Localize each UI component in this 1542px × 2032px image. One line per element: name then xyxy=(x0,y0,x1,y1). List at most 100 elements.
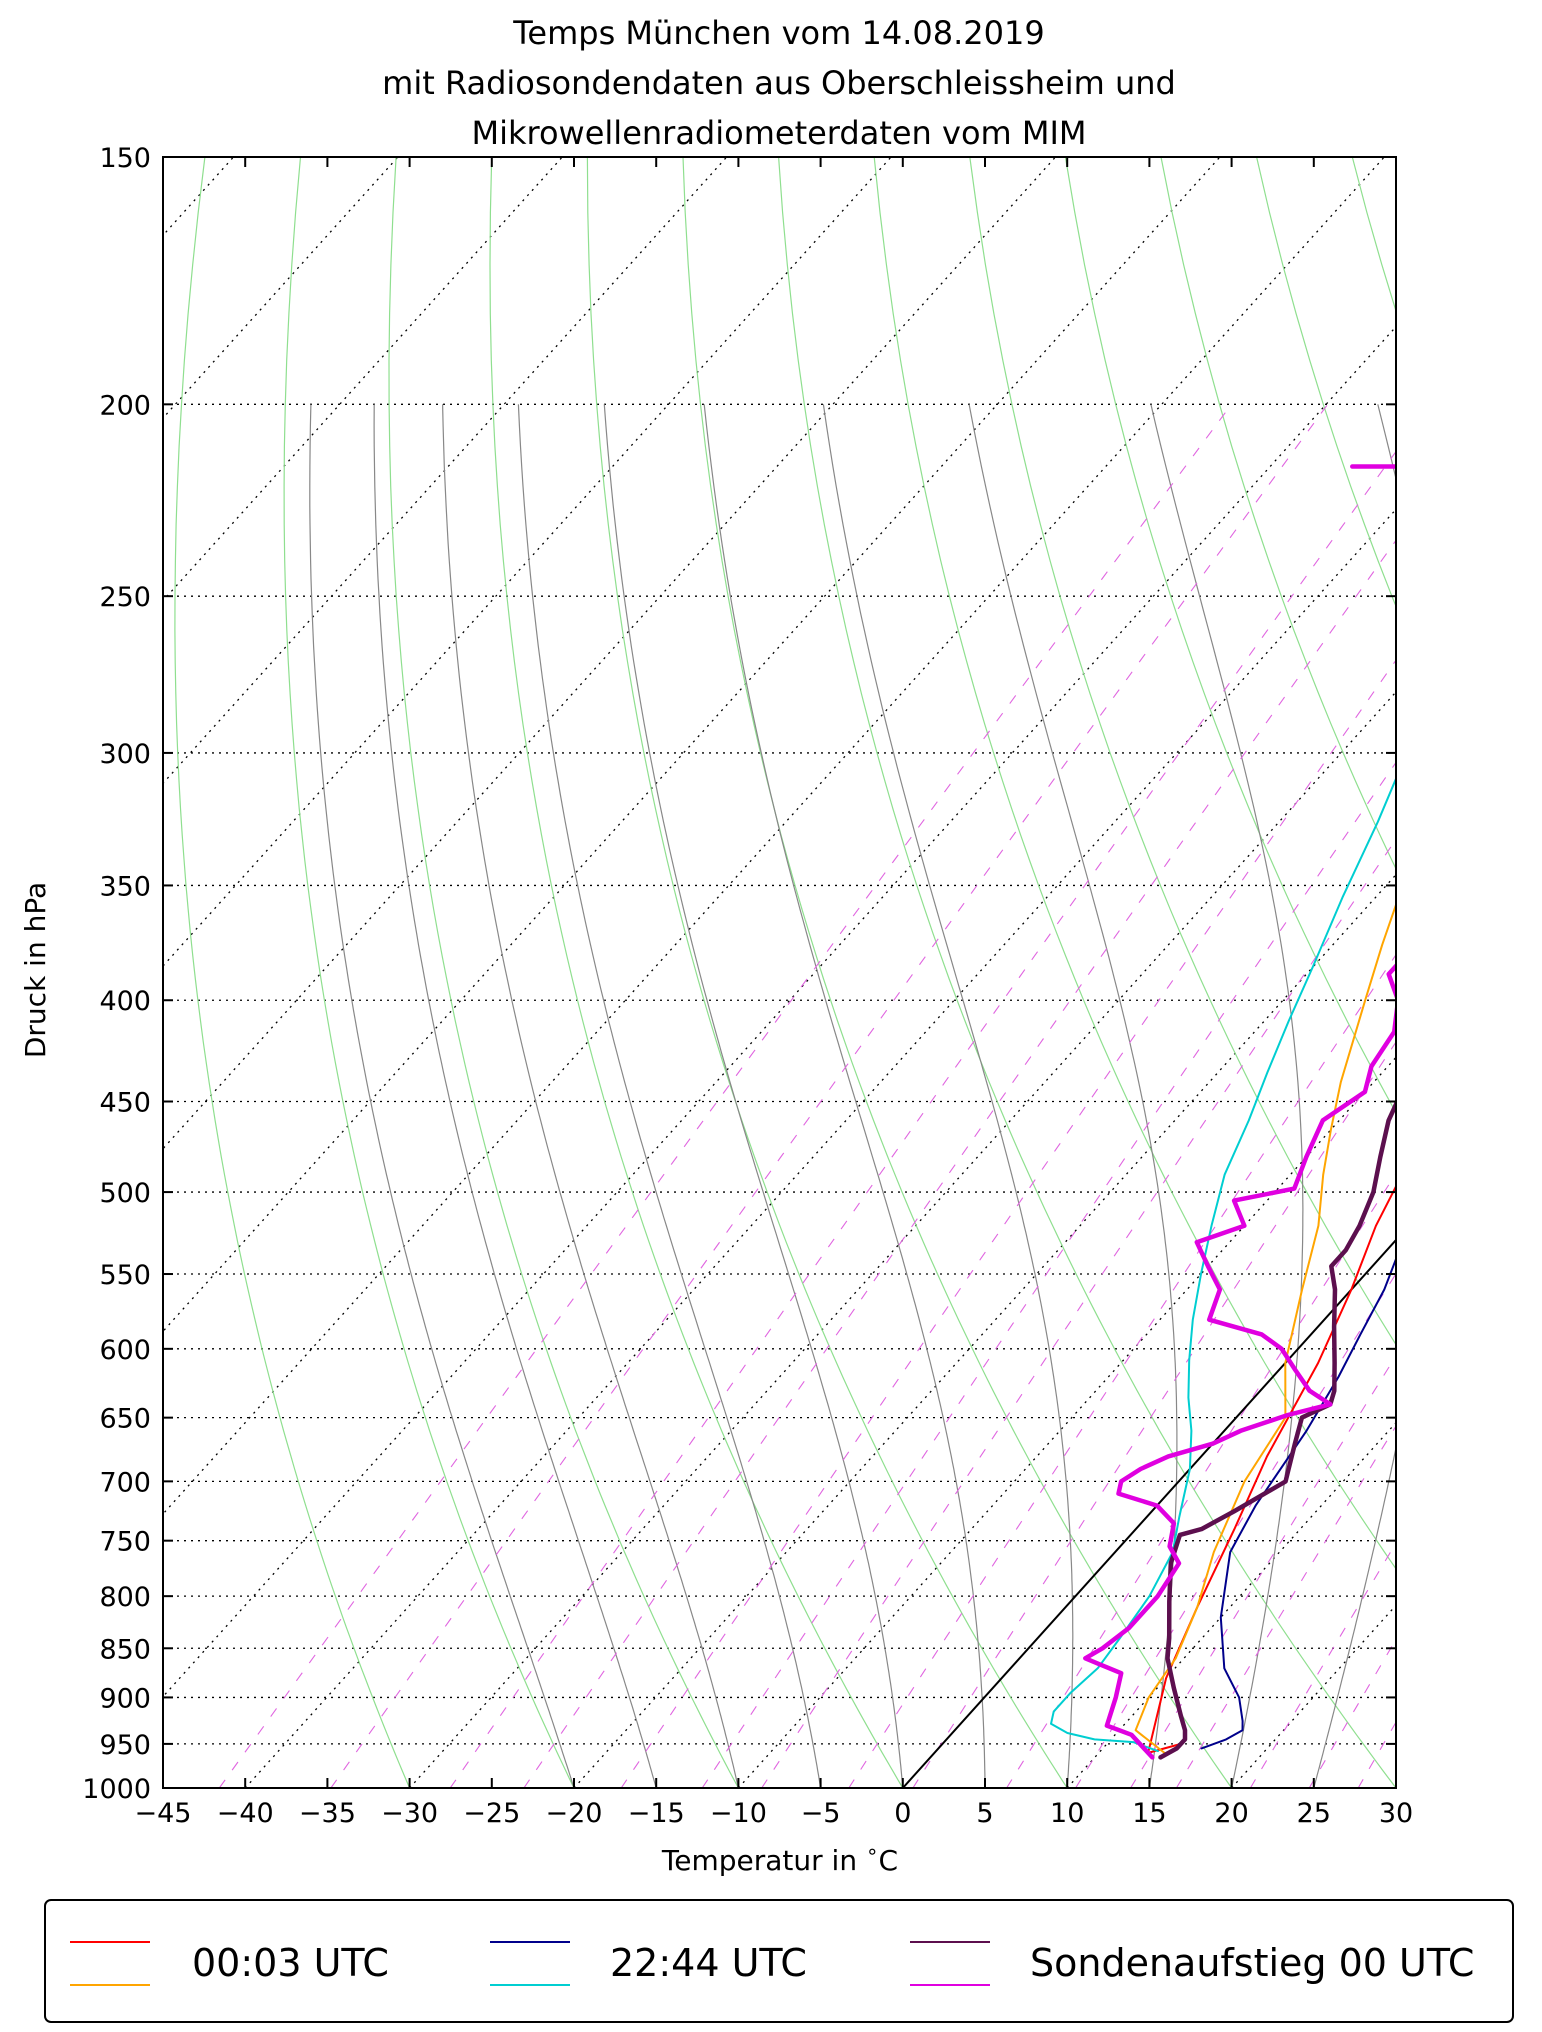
series-line-3 xyxy=(1200,1256,1396,1750)
mixing-ratio-line xyxy=(620,659,1396,1788)
background-lines xyxy=(163,157,1542,1788)
y-tick-label: 750 xyxy=(99,1527,151,1558)
moist-adiabat xyxy=(442,404,739,1788)
y-tick-label: 250 xyxy=(99,582,151,613)
x-tick-label: −20 xyxy=(546,1798,603,1829)
isotherm--80 xyxy=(163,157,1056,1150)
mixing-ratio-line xyxy=(1075,1272,1396,1788)
dry-adiabat xyxy=(682,157,1233,1788)
chart-title-line-1: Temps München vom 14.08.2019 xyxy=(512,14,1044,52)
chart-title-line-3: Mikrowellenradiometerdaten vom MIM xyxy=(471,114,1086,152)
isotherm-0 xyxy=(902,1239,1396,1788)
isotherm--110 xyxy=(163,157,563,602)
moist-adiabat xyxy=(968,404,1178,1788)
legend-entry-3: Sondenaufstieg 00 UTC xyxy=(910,1941,1474,1986)
x-tick-label: −35 xyxy=(299,1798,356,1829)
moist-adiabat xyxy=(603,404,904,1788)
isotherm--40 xyxy=(244,508,1396,1788)
mixing-ratio-line xyxy=(1006,1172,1396,1788)
isotherm--50 xyxy=(163,325,1396,1698)
moist-adiabat xyxy=(1313,404,1396,1788)
x-tick-label: −30 xyxy=(381,1798,438,1829)
series-line-4 xyxy=(1050,776,1396,1753)
moist-adiabat xyxy=(703,404,986,1788)
x-tick-label: 0 xyxy=(894,1798,911,1829)
dry-adiabat xyxy=(1160,157,1396,871)
mixing-ratio-line xyxy=(701,761,1396,1788)
mixing-ratio-line xyxy=(1400,404,1542,1788)
y-tick-label: 150 xyxy=(99,143,151,174)
mixing-ratio-line xyxy=(1470,404,1542,1788)
y-tick-label: 300 xyxy=(99,739,151,770)
legend-label-2: 22:44 UTC xyxy=(610,1941,807,1985)
dry-adiabat xyxy=(388,157,739,1788)
x-tick-label: −10 xyxy=(710,1798,767,1829)
legend-label-1: 00:03 UTC xyxy=(192,1941,389,1985)
dry-adiabat xyxy=(1448,157,1542,1788)
dry-adiabat xyxy=(489,157,904,1788)
mixing-ratio-line xyxy=(761,838,1396,1788)
isotherm--120 xyxy=(163,157,399,419)
mixing-ratio-line xyxy=(1130,1354,1396,1788)
isotherm--100 xyxy=(163,157,728,785)
y-tick-label: 700 xyxy=(99,1467,151,1498)
x-tick-label: −45 xyxy=(135,1798,192,1829)
isotherm-20 xyxy=(1231,1604,1396,1788)
mixing-ratio-line xyxy=(912,1041,1396,1788)
isotherm--90 xyxy=(163,157,892,967)
legend-entry-1: 00:03 UTC xyxy=(70,1941,389,1986)
y-tick-label: 200 xyxy=(99,390,151,421)
legend-box xyxy=(44,1899,1514,2023)
dry-adiabat xyxy=(283,157,575,1788)
x-tick-label: 25 xyxy=(1297,1798,1331,1829)
y-tick-label: 400 xyxy=(99,986,151,1017)
chart-title-line-2: mit Radiosondendaten aus Oberschleisshei… xyxy=(382,64,1176,102)
y-tick-label: 850 xyxy=(99,1634,151,1665)
series-line-2 xyxy=(1134,901,1396,1754)
y-tick-label: 1000 xyxy=(82,1774,151,1805)
mixing-ratio-line xyxy=(330,403,1329,1788)
mixing-ratio-line xyxy=(218,403,1232,1788)
isotherm--70 xyxy=(163,157,1221,1333)
x-tick-label: −15 xyxy=(628,1798,685,1829)
axis-ticks: −45 −40 −35 −30 −25 −20 −15 −10 −5 0 5 10 15 20 25 30 10… xyxy=(82,143,1413,1829)
legend: 00:03 UTC 22:44 UTC Sondenaufstieg 00 UT… xyxy=(44,1899,1514,2023)
y-tick-label: 950 xyxy=(99,1730,151,1761)
x-axis-label: Temperatur in ∘C xyxy=(661,1839,898,1877)
mixing-ratio-line xyxy=(848,953,1396,1788)
x-tick-label: 10 xyxy=(1050,1798,1084,1829)
y-axis-label: Druck in hPa xyxy=(19,882,52,1058)
series-line-5 xyxy=(1158,1099,1396,1760)
dry-adiabat xyxy=(1351,157,1396,314)
legend-label-3: Sondenaufstieg 00 UTC xyxy=(1030,1941,1474,1985)
isotherm--20 xyxy=(573,873,1396,1788)
isotherm--10 xyxy=(737,1056,1396,1788)
dry-adiabat xyxy=(1256,157,1396,608)
isotherm--30 xyxy=(409,691,1396,1788)
mixing-ratio-line xyxy=(1437,404,1542,1788)
mixing-ratio-line xyxy=(1357,1721,1396,1788)
moist-adiabat xyxy=(1395,1785,1396,1788)
x-tick-label: 5 xyxy=(976,1798,993,1829)
x-tick-label: −5 xyxy=(801,1798,841,1829)
mixing-ratio-line xyxy=(1308,1638,1396,1788)
x-tick-label: 30 xyxy=(1379,1798,1413,1829)
dry-adiabat xyxy=(1064,157,1396,1114)
series-line-6 xyxy=(1083,464,1396,1760)
legend-entry-2: 22:44 UTC xyxy=(490,1941,807,1986)
series-line-1 xyxy=(1147,1184,1396,1754)
dry-adiabat xyxy=(174,157,411,1788)
plot-frame xyxy=(162,156,1397,1789)
moist-adiabat xyxy=(309,404,575,1788)
x-tick-label: −25 xyxy=(463,1798,520,1829)
mixing-ratio-line xyxy=(449,450,1396,1788)
mixing-ratio-line xyxy=(523,539,1396,1788)
dry-adiabat xyxy=(969,157,1396,1346)
y-tick-label: 450 xyxy=(99,1088,151,1119)
y-tick-label: 900 xyxy=(99,1683,151,1714)
x-tick-label: −40 xyxy=(217,1798,274,1829)
y-tick-label: 550 xyxy=(99,1260,151,1291)
y-tick-label: 800 xyxy=(99,1582,151,1613)
data-series xyxy=(1050,464,1396,1760)
